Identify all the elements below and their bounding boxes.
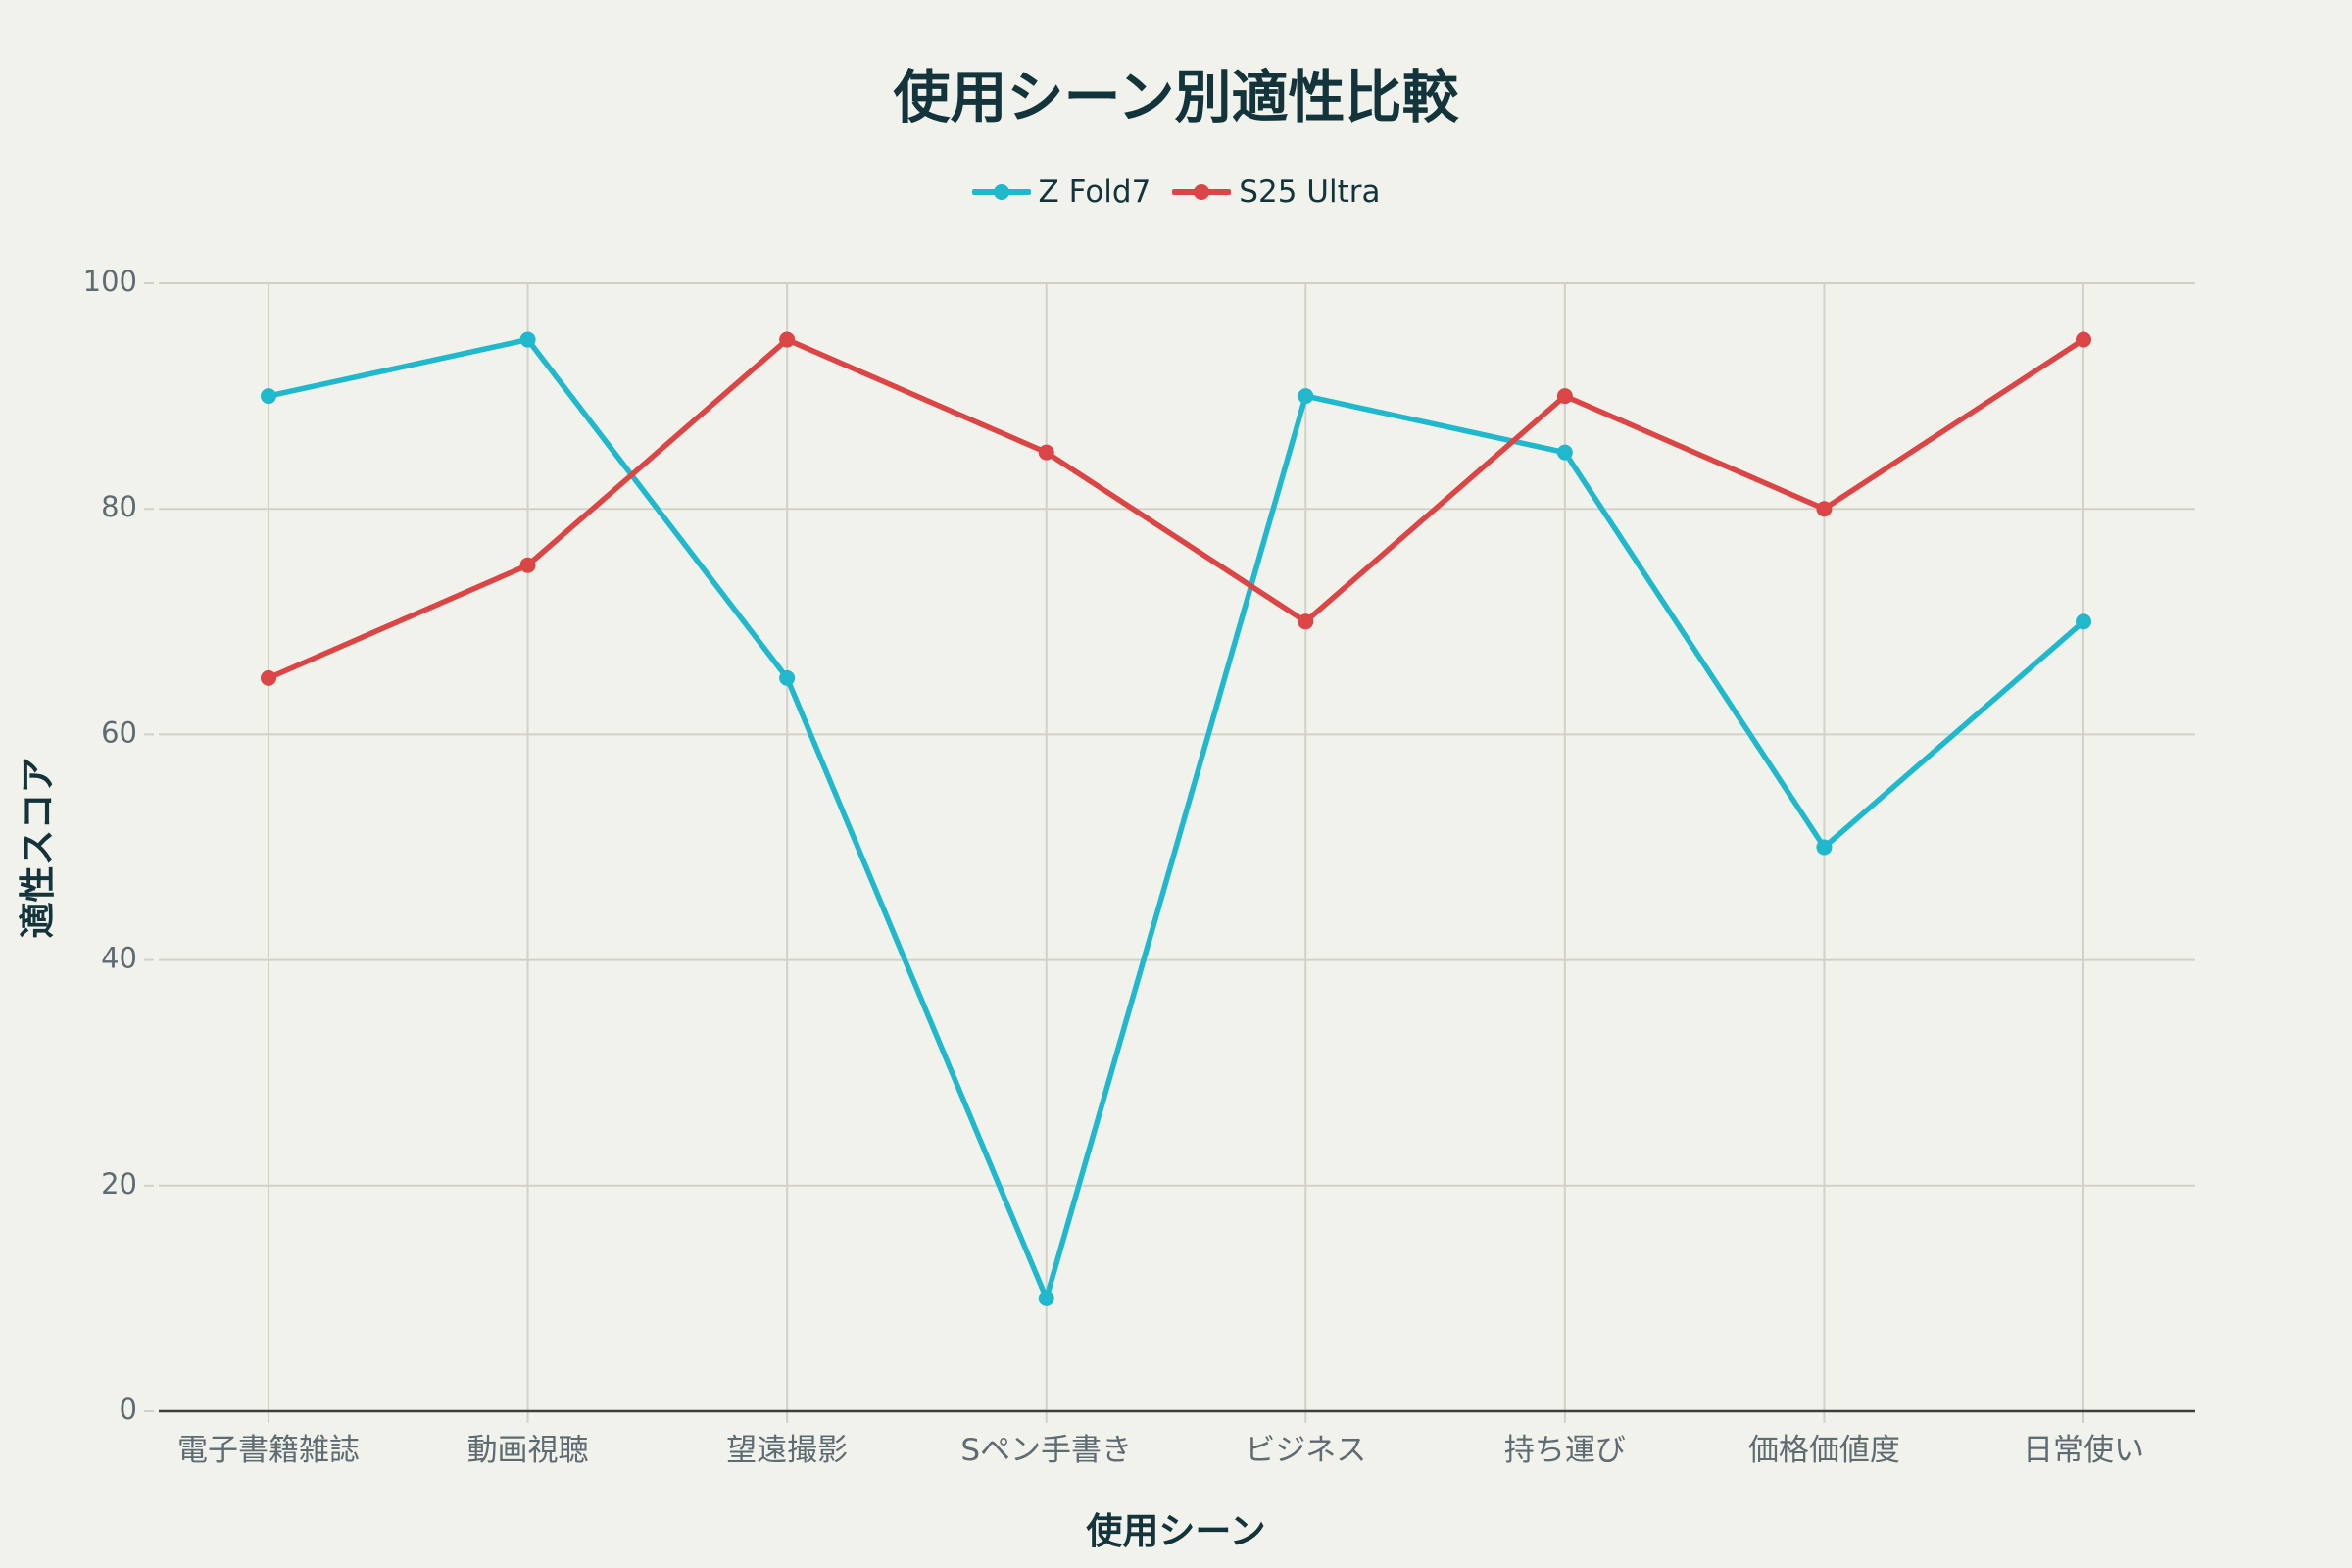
x-tick-label: 価格価値度 bbox=[1748, 1433, 1900, 1468]
y-tick-label: 40 bbox=[101, 942, 137, 975]
x-tick-label: Sペン手書き bbox=[960, 1433, 1132, 1468]
legend-label: Z Fold7 bbox=[1038, 174, 1152, 210]
legend-label: S25 Ultra bbox=[1239, 174, 1381, 210]
x-tick-label: ビジネス bbox=[1245, 1433, 1366, 1468]
x-tick-label: 日常使い bbox=[2023, 1433, 2144, 1468]
x-tick-label: 電子書籍雑誌 bbox=[177, 1433, 360, 1468]
y-tick-label: 0 bbox=[120, 1393, 137, 1426]
legend-item-s25-ultra[interactable]: S25 Ultra bbox=[1172, 174, 1380, 210]
series-line bbox=[268, 336, 2085, 1301]
x-tick-label: 望遠撮影 bbox=[726, 1433, 848, 1468]
y-axis-title: 適性スコア bbox=[17, 757, 59, 939]
x-tick-label: 動画視聴 bbox=[467, 1433, 589, 1468]
data-point[interactable] bbox=[519, 557, 536, 573]
data-point[interactable] bbox=[1298, 613, 1314, 630]
data-point[interactable] bbox=[261, 669, 276, 686]
series-lines bbox=[261, 331, 2091, 1306]
y-tick-label: 80 bbox=[101, 490, 137, 523]
data-point[interactable] bbox=[2076, 331, 2091, 348]
data-point[interactable] bbox=[1816, 501, 1833, 517]
data-point[interactable] bbox=[1556, 388, 1573, 405]
chart-title: 使用シーン別適性比較 bbox=[893, 64, 1459, 130]
series-s25-ultra bbox=[261, 331, 2091, 686]
data-point[interactable] bbox=[1298, 388, 1314, 405]
x-axis: 電子書籍雑誌 動画視聴 望遠撮影 Sペン手書き ビジネス 持ち運び 価格価値度 日常使い bbox=[159, 1409, 2195, 1468]
series-z-fold7 bbox=[261, 331, 2091, 1306]
data-point[interactable] bbox=[261, 388, 276, 405]
y-tick-label: 100 bbox=[83, 265, 137, 298]
data-point[interactable] bbox=[779, 331, 796, 348]
legend-item-z-fold7[interactable]: Z Fold7 bbox=[971, 174, 1152, 210]
x-axis-title: 使用シーン bbox=[1086, 1510, 1266, 1552]
series-line bbox=[267, 336, 2085, 681]
data-point[interactable] bbox=[519, 331, 536, 348]
y-axis: 0 20 40 60 80 100 bbox=[83, 265, 154, 1426]
data-point[interactable] bbox=[1038, 444, 1054, 461]
data-point[interactable] bbox=[1816, 839, 1833, 856]
data-point[interactable] bbox=[2076, 613, 2091, 630]
x-tick-label: 持ち運び bbox=[1504, 1433, 1626, 1468]
data-point[interactable] bbox=[779, 669, 796, 686]
line-marker-icon bbox=[971, 181, 1031, 203]
data-point[interactable] bbox=[1038, 1290, 1054, 1306]
data-point[interactable] bbox=[1556, 444, 1573, 461]
line-marker-icon bbox=[1172, 181, 1232, 203]
y-tick-label: 60 bbox=[101, 715, 137, 749]
legend: Z Fold7 S25 Ultra bbox=[0, 174, 2352, 210]
y-tick-label: 20 bbox=[101, 1167, 137, 1200]
